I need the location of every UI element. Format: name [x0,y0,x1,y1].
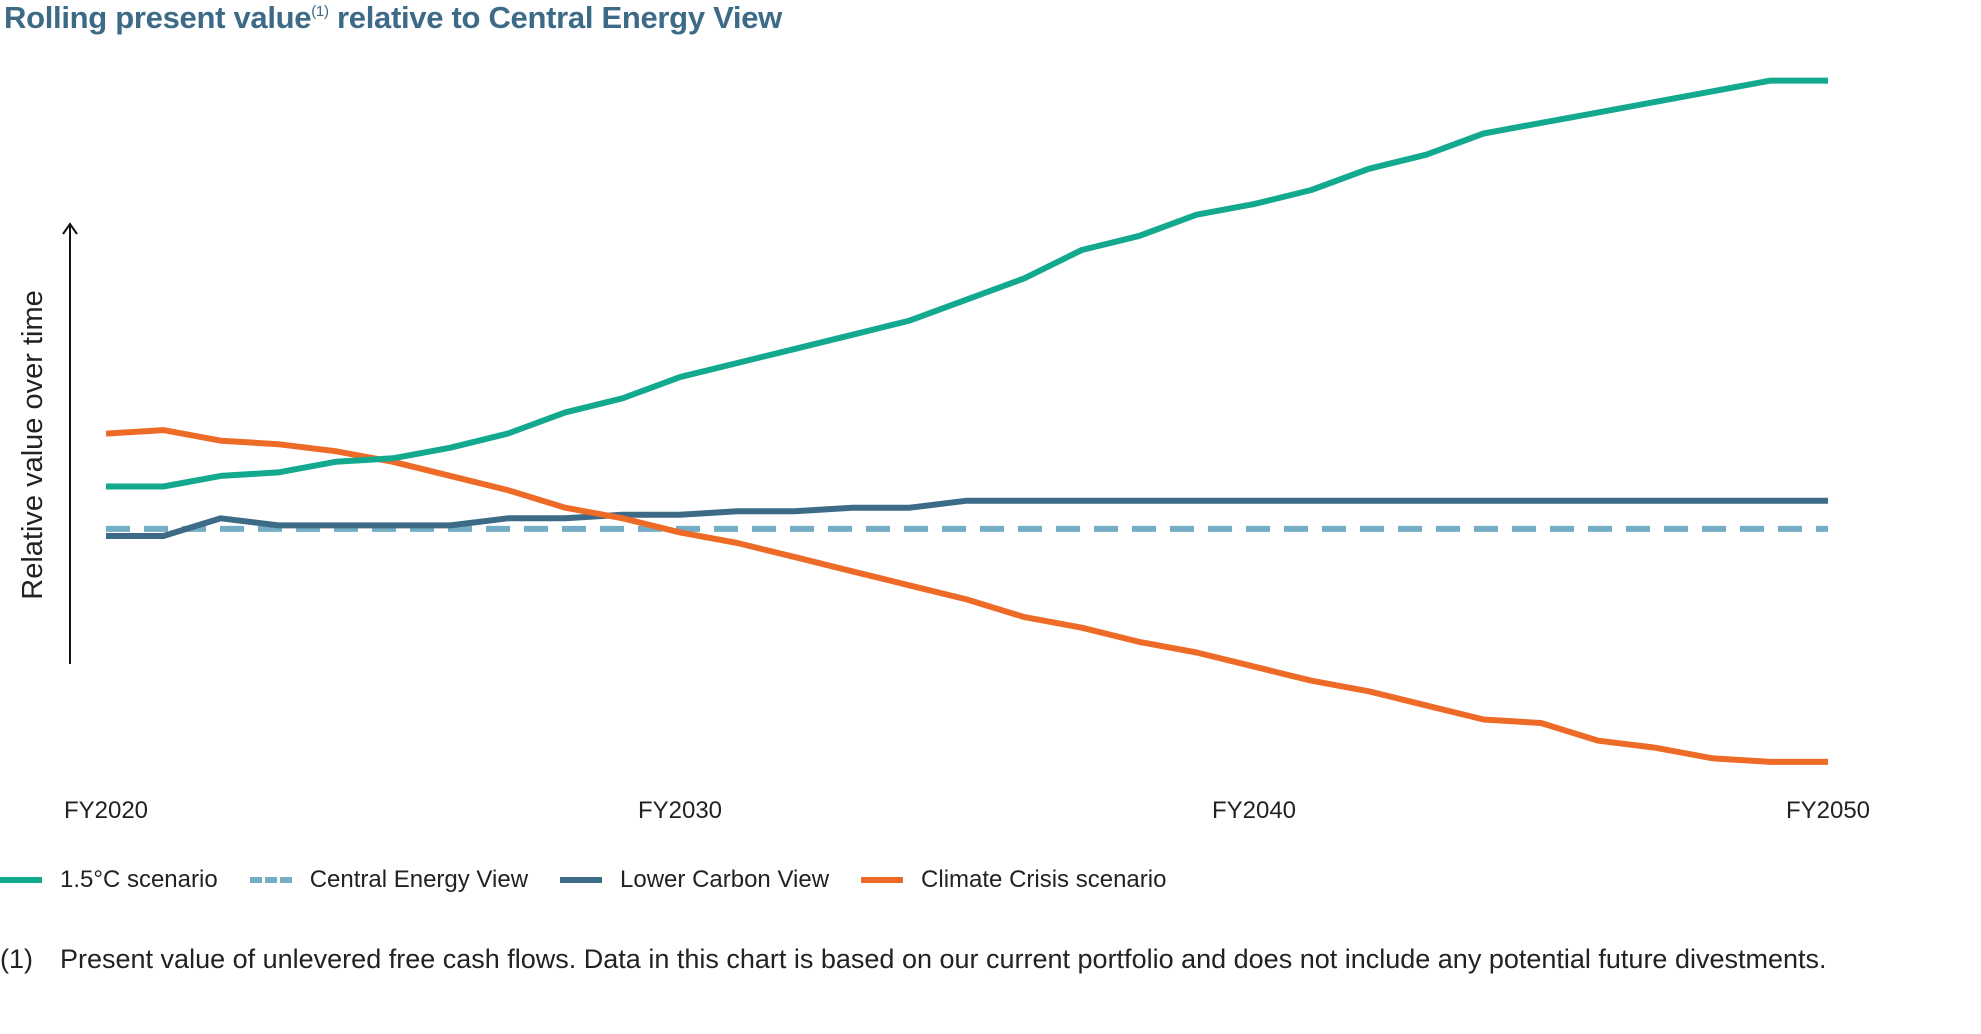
legend-label: 1.5°C scenario [60,866,218,893]
x-tick-label: FY2020 [64,797,148,824]
series-line-1-5-c-scenario [106,77,1828,490]
footnote-mark: (1) [0,944,33,974]
y-axis: Relative value over time [17,222,78,664]
x-tick-label: FY2030 [638,797,722,824]
chart-title: Rolling present value(1) relative to Cen… [4,0,782,36]
title-footnote-mark: (1) [311,3,329,20]
series-layer [105,77,1828,765]
x-tick-label: FY2050 [1786,797,1870,824]
legend-swatch [0,877,42,883]
y-axis-label: Relative value over time [17,290,49,599]
legend-label: Central Energy View [309,866,529,893]
chart-title-text: Rolling present value [4,0,312,35]
legend-item: 1.5°C scenario [0,866,218,894]
series-line-climate-crisis-scenario [105,427,1828,765]
y-axis-arrow-icon [62,222,78,235]
footnote: (1) Present value of unlevered free cash … [0,944,1827,975]
legend-label: Climate Crisis scenario [921,866,1167,893]
x-tick-label: FY2040 [1212,797,1296,824]
x-axis-tick-labels: FY2020 FY2030 FY2040 FY2050 [64,797,1870,824]
chart-title-text-continued: relative to Central Energy View [336,0,782,35]
legend-item: Central Energy View [249,866,529,894]
series-line-lower-carbon-view [106,497,1828,539]
legend-label: Lower Carbon View [620,866,830,893]
legend-swatch [560,877,603,883]
legend-swatch [861,877,904,883]
legend-item: Lower Carbon View [560,866,829,894]
footnote-text: Present value of unlevered free cash flo… [60,944,1827,974]
legend-item: Climate Crisis scenario [861,866,1166,894]
legend: 1.5°C scenario Central Energy View Lower C… [0,866,1198,894]
legend-swatch [249,877,292,883]
line-chart: Relative value over time FY2020 FY2030 FY2… [17,77,1870,824]
